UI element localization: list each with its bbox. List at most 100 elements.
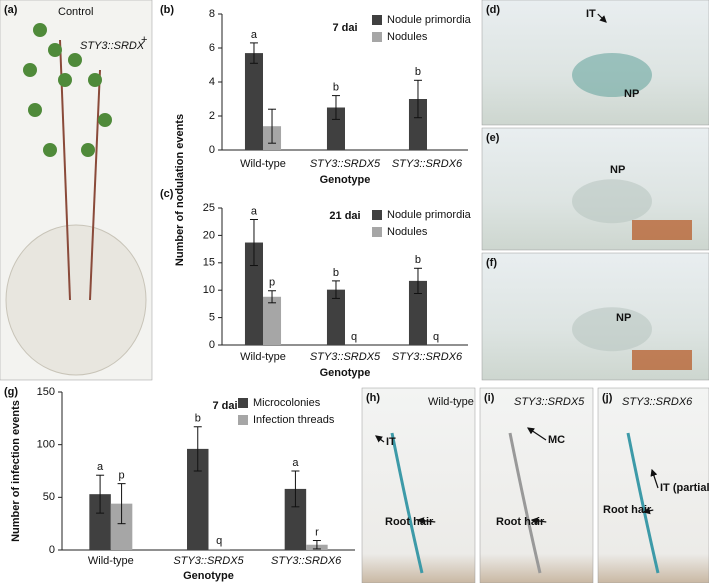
bar [244, 53, 263, 150]
significance-letter: a [251, 29, 258, 41]
leaf [43, 143, 57, 157]
panel-letter: (g) [4, 386, 18, 398]
y-tick-label: 0 [209, 339, 215, 351]
panel-letter: (j) [602, 392, 613, 404]
error-bar [249, 219, 258, 267]
y-tick-label: 0 [49, 544, 55, 556]
photo-label: STY3::SRDX [80, 40, 145, 52]
legend-swatch [372, 227, 382, 237]
panel-letter: (d) [486, 4, 500, 16]
photo-label: IT [386, 436, 396, 448]
stain [572, 53, 652, 97]
chart-title: 7 dai [212, 400, 237, 412]
x-tick-label: STY3::SRDX5 [173, 555, 244, 567]
stain [572, 179, 652, 224]
legend-swatch [372, 210, 382, 220]
photo-label: + [141, 34, 147, 46]
error-bar [268, 290, 277, 304]
photo-label: MC [548, 434, 565, 446]
error-bar [413, 79, 422, 119]
photo-label: IT [586, 8, 596, 20]
y-tick-label: 5 [209, 312, 215, 324]
photo-label: STY3::SRDX6 [622, 396, 693, 408]
x-tick-label: STY3::SRDX5 [310, 158, 381, 170]
root-hair [626, 432, 660, 574]
stem [89, 69, 101, 301]
photo-label: Control [58, 6, 93, 18]
x-tick-label: Wild-type [240, 351, 286, 363]
error-bar [312, 540, 321, 550]
x-tick-label: Wild-type [240, 158, 286, 170]
y-tick-label: 20 [203, 229, 215, 241]
bar [408, 99, 427, 150]
photo-label: NP [624, 88, 639, 100]
significance-letter: a [251, 205, 258, 217]
significance-letter: p [119, 470, 125, 482]
error-bar [96, 474, 105, 514]
panel-letter: (b) [160, 4, 174, 16]
leaf [33, 23, 47, 37]
error-bar [268, 108, 277, 144]
significance-letter: b [415, 66, 421, 78]
x-axis-label: Genotype [320, 367, 371, 379]
root-hair [508, 432, 542, 574]
panel-letter: (a) [4, 4, 18, 16]
arrow [597, 13, 607, 23]
y-tick-label: 0 [209, 144, 215, 156]
photo-label: Root hair [385, 516, 434, 528]
bar [187, 448, 209, 550]
leaf [48, 43, 62, 57]
x-axis-label: Genotype [320, 174, 371, 186]
arrow [530, 517, 547, 525]
y-axis-label: Number of nodulation events [174, 114, 186, 266]
photo-label: IT (partial) [660, 482, 709, 494]
arrow [527, 427, 547, 441]
significance-letter: b [195, 413, 201, 425]
y-tick-label: 10 [203, 284, 215, 296]
error-bar [249, 42, 258, 64]
legend-label: Infection threads [253, 414, 335, 426]
y-tick-label: 150 [37, 386, 55, 398]
y-tick-label: 15 [203, 257, 215, 269]
y-tick-label: 8 [209, 8, 215, 20]
x-tick-label: Wild-type [88, 555, 134, 567]
legend-swatch [238, 398, 248, 408]
significance-letter: q [351, 331, 357, 343]
arrow [642, 507, 654, 515]
error-bar [331, 280, 340, 299]
bar [284, 488, 307, 550]
significance-letter: q [216, 535, 222, 547]
arrow [416, 517, 436, 525]
bar [326, 289, 345, 345]
photo-label: Wild-type [428, 396, 474, 408]
panel-letter: (f) [486, 257, 497, 269]
arrow [650, 468, 659, 489]
bar [89, 494, 111, 550]
x-axis-label: Genotype [183, 570, 234, 582]
panel-letter: (c) [160, 188, 174, 200]
root-hair [390, 432, 424, 574]
legend-label: Nodule primordia [387, 14, 472, 26]
panel-letter: (i) [484, 392, 495, 404]
y-tick-label: 25 [203, 202, 215, 214]
photo-label: Root hair [603, 504, 652, 516]
y-tick-label: 100 [37, 439, 55, 451]
bar [244, 242, 263, 345]
legend-swatch [372, 15, 382, 25]
stain [632, 220, 692, 240]
y-tick-label: 4 [209, 76, 215, 88]
leaf [23, 63, 37, 77]
legend-swatch [372, 32, 382, 42]
bar [208, 548, 230, 550]
leaf [88, 73, 102, 87]
bar [110, 503, 133, 550]
photo [361, 387, 476, 583]
photo-label: Root hair [496, 516, 545, 528]
significance-letter: a [97, 461, 104, 473]
significance-letter: b [333, 267, 339, 279]
leaf [28, 103, 42, 117]
x-tick-label: STY3::SRDX6 [392, 158, 463, 170]
y-tick-label: 6 [209, 42, 215, 54]
photo-label: NP [616, 312, 631, 324]
